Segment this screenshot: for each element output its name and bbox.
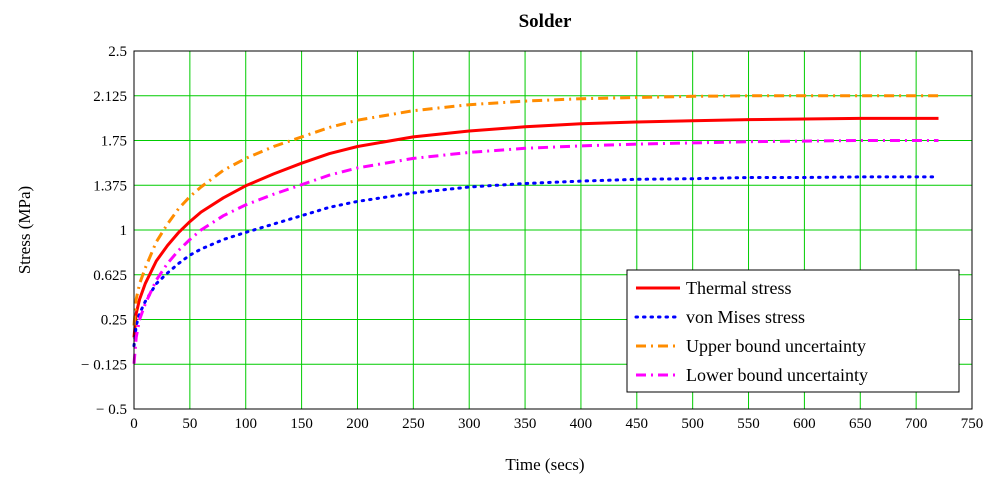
x-tick-label: 550: [737, 416, 760, 432]
x-tick-label: 0: [130, 416, 138, 432]
x-tick-label: 400: [570, 416, 593, 432]
x-tick-label: 350: [514, 416, 537, 432]
x-axis-label: Time (secs): [505, 455, 584, 474]
series-line-4: [132, 139, 939, 364]
legend-label: von Mises stress: [686, 307, 805, 327]
x-tick-label: 150: [290, 416, 313, 432]
x-tick-label: 500: [681, 416, 704, 432]
chart-title: Solder: [519, 11, 572, 32]
x-tick-label: 250: [402, 416, 425, 432]
x-tick-label: 650: [849, 416, 872, 432]
y-tick-label: − 0.125: [81, 357, 127, 373]
legend-box: [626, 269, 960, 393]
x-tick-labels: 0 50 100 150 200 250 300 350 400 450 500 550 600 650 7…: [130, 416, 983, 432]
series-lines: [132, 94, 940, 364]
legend: Thermal stress von Mises stress Upper boun…: [626, 269, 960, 393]
x-tick-label: 100: [234, 416, 257, 432]
x-tick-label: 200: [346, 416, 369, 432]
x-tick-label: 300: [458, 416, 481, 432]
series-line-1: [132, 116, 939, 338]
y-tick-label: 1: [120, 223, 128, 239]
y-tick-label: 0.25: [101, 313, 127, 329]
y-tick-label: 0.625: [93, 268, 127, 284]
x-tick-label: 700: [905, 416, 928, 432]
y-tick-label: 2.125: [93, 89, 127, 105]
legend-label: Upper bound uncertainty: [686, 336, 866, 356]
y-tick-label: 1.375: [93, 178, 127, 194]
y-tick-label: − 0.5: [96, 402, 127, 418]
legend-label: Lower bound uncertainty: [686, 365, 868, 385]
y-tick-label: 1.75: [101, 134, 127, 150]
x-tick-label: 450: [626, 416, 649, 432]
y-tick-labels: − 0.5 − 0.125 0.25 0.625 1 1.375 1.75 2.125 2.5: [81, 44, 127, 418]
y-tick-label: 2.5: [108, 44, 127, 60]
x-tick-label: 600: [793, 416, 816, 432]
plot-frame: [133, 50, 973, 410]
x-tick-label: 50: [182, 416, 197, 432]
legend-label: Thermal stress: [686, 278, 791, 298]
series-line-3: [132, 94, 939, 326]
x-tick-label: 750: [961, 416, 984, 432]
y-axis-label: Stress (MPa): [15, 186, 34, 274]
series-line-2: [132, 175, 940, 348]
